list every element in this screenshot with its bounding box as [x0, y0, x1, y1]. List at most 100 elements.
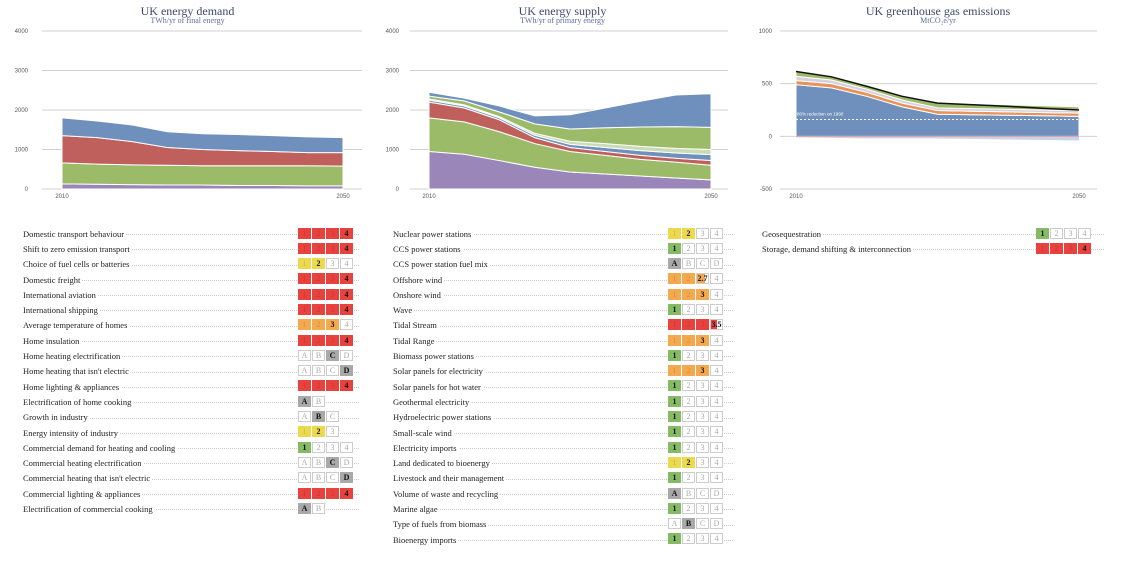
lever-option-4[interactable]: 4 [710, 441, 723, 453]
lever-option-4[interactable]: 4 [340, 303, 353, 315]
lever-option-2[interactable]: 2 [682, 472, 695, 484]
lever-option-3[interactable]: 3 [696, 426, 709, 438]
lever-option-B[interactable]: B [312, 395, 325, 407]
lever-option-A[interactable]: A [668, 258, 681, 270]
lever-option-1[interactable]: 1 [668, 502, 681, 514]
lever-option-3[interactable]: 3 [696, 395, 709, 407]
lever-option-1[interactable]: 1 [668, 456, 681, 468]
lever-option-1[interactable]: 1 [668, 426, 681, 438]
lever-option-3[interactable]: 3 [696, 303, 709, 315]
lever-option-3[interactable]: 3 [326, 487, 339, 499]
lever-option-4[interactable]: 4 [340, 273, 353, 285]
lever-option-1[interactable]: 1 [298, 303, 311, 315]
lever-option-3[interactable]: 3 [696, 502, 709, 514]
lever-option-1[interactable]: 1 [668, 242, 681, 254]
lever-option-2[interactable]: 2 [682, 365, 695, 377]
lever-option-C[interactable]: C [696, 487, 709, 499]
lever-option-A[interactable]: A [298, 456, 311, 468]
lever-option-1[interactable]: 1 [298, 242, 311, 254]
lever-option-C[interactable]: C [326, 349, 339, 361]
lever-option-2[interactable]: 2 [682, 303, 695, 315]
lever-option-3[interactable]: 3 [326, 227, 339, 239]
lever-option-4[interactable]: 4 [710, 349, 723, 361]
lever-option-1[interactable]: 1 [298, 258, 311, 270]
lever-option-D[interactable]: D [340, 456, 353, 468]
lever-option-4[interactable]: 4 [710, 456, 723, 468]
lever-option-2[interactable]: 2 [682, 395, 695, 407]
lever-option-B[interactable]: B [312, 472, 325, 484]
lever-option-D[interactable]: D [710, 258, 723, 270]
lever-option-2[interactable]: 2 [312, 242, 325, 254]
lever-option-3[interactable]: 3 [696, 411, 709, 423]
lever-option-2[interactable]: 2 [312, 441, 325, 453]
lever-option-B[interactable]: B [312, 365, 325, 377]
lever-option-4[interactable]: 4 [1078, 242, 1091, 254]
lever-option-3[interactable]: 2.7 [696, 273, 709, 285]
lever-option-3[interactable]: 3 [696, 533, 709, 545]
lever-option-1[interactable]: 1 [668, 380, 681, 392]
lever-option-2[interactable]: 2 [1050, 242, 1063, 254]
lever-option-D[interactable]: D [340, 365, 353, 377]
lever-option-4[interactable]: 4 [710, 365, 723, 377]
lever-option-4[interactable]: 3.5 [710, 319, 723, 331]
lever-option-4[interactable]: 4 [340, 242, 353, 254]
lever-option-4[interactable]: 4 [710, 380, 723, 392]
lever-option-D[interactable]: D [710, 518, 723, 530]
lever-option-1[interactable]: 1 [668, 303, 681, 315]
lever-option-C[interactable]: C [326, 456, 339, 468]
lever-option-2[interactable]: 2 [312, 273, 325, 285]
lever-option-2[interactable]: 2 [682, 319, 695, 331]
lever-option-2[interactable]: 2 [1050, 227, 1063, 239]
lever-option-4[interactable]: 4 [1078, 227, 1091, 239]
lever-option-4[interactable]: 4 [710, 426, 723, 438]
lever-option-4[interactable]: 4 [710, 273, 723, 285]
lever-option-1[interactable]: 1 [668, 411, 681, 423]
lever-option-2[interactable]: 2 [312, 487, 325, 499]
lever-option-1[interactable]: 1 [298, 227, 311, 239]
lever-option-A[interactable]: A [298, 395, 311, 407]
lever-option-A[interactable]: A [298, 411, 311, 423]
lever-option-4[interactable]: 4 [340, 288, 353, 300]
lever-option-2[interactable]: 2 [312, 288, 325, 300]
lever-option-3[interactable]: 3 [326, 303, 339, 315]
lever-option-1[interactable]: 1 [298, 426, 311, 438]
lever-option-1[interactable]: 1 [1036, 242, 1049, 254]
lever-option-3[interactable]: 3 [696, 349, 709, 361]
lever-option-3[interactable]: 3 [326, 273, 339, 285]
lever-option-3[interactable]: 3 [326, 319, 339, 331]
lever-option-4[interactable]: 4 [340, 319, 353, 331]
lever-option-3[interactable]: 3 [696, 472, 709, 484]
lever-option-A[interactable]: A [298, 472, 311, 484]
lever-option-D[interactable]: D [340, 472, 353, 484]
lever-option-1[interactable]: 1 [298, 380, 311, 392]
lever-option-2[interactable]: 2 [682, 273, 695, 285]
lever-option-1[interactable]: 1 [668, 395, 681, 407]
lever-option-C[interactable]: C [326, 472, 339, 484]
lever-option-A[interactable]: A [298, 349, 311, 361]
lever-option-4[interactable]: 4 [340, 334, 353, 346]
lever-option-1[interactable]: 1 [668, 227, 681, 239]
lever-option-4[interactable]: 4 [710, 395, 723, 407]
lever-option-1[interactable]: 1 [298, 273, 311, 285]
lever-option-2[interactable]: 2 [682, 380, 695, 392]
lever-option-2[interactable]: 2 [682, 411, 695, 423]
lever-option-B[interactable]: B [312, 456, 325, 468]
lever-option-1[interactable]: 1 [668, 441, 681, 453]
lever-option-4[interactable]: 4 [710, 288, 723, 300]
lever-option-2[interactable]: 2 [682, 441, 695, 453]
lever-option-1[interactable]: 1 [668, 319, 681, 331]
lever-option-A[interactable]: A [668, 518, 681, 530]
lever-option-2[interactable]: 2 [682, 349, 695, 361]
lever-option-A[interactable]: A [298, 365, 311, 377]
lever-option-B[interactable]: B [682, 518, 695, 530]
lever-option-2[interactable]: 2 [682, 502, 695, 514]
lever-option-4[interactable]: 4 [710, 502, 723, 514]
lever-option-1[interactable]: 1 [298, 487, 311, 499]
lever-option-3[interactable]: 3 [696, 365, 709, 377]
lever-option-C[interactable]: C [326, 411, 339, 423]
lever-option-1[interactable]: 1 [668, 334, 681, 346]
lever-option-2[interactable]: 2 [312, 303, 325, 315]
lever-option-B[interactable]: B [682, 258, 695, 270]
lever-option-4[interactable]: 4 [710, 242, 723, 254]
lever-option-3[interactable]: 3 [696, 334, 709, 346]
